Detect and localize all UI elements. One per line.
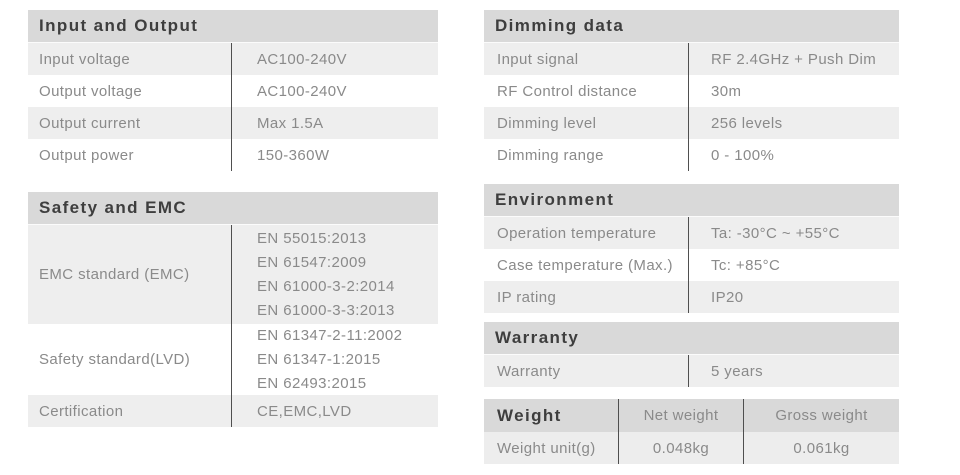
spec-label: Input signal xyxy=(497,50,579,68)
table-row: Input signal RF 2.4GHz + Push Dim xyxy=(484,43,899,75)
table-title: Weight xyxy=(497,405,562,425)
spec-value: RF 2.4GHz + Push Dim xyxy=(688,43,899,75)
spec-value-line: EN 61547:2009 xyxy=(257,253,367,271)
spec-value-line: EN 61000-3-3:2013 xyxy=(257,301,395,319)
spec-value-line: EN 55015:2013 xyxy=(257,229,367,247)
spec-label: IP rating xyxy=(497,288,557,306)
weight-header-row: Weight Net weight Gross weight xyxy=(484,399,899,432)
table-row: RF Control distance 30m xyxy=(484,75,899,107)
spec-label: EMC standard (EMC) xyxy=(39,266,190,283)
spec-value: Ta: -30°C ~ +55°C xyxy=(688,217,899,249)
right-column: Dimming data Input signal RF 2.4GHz + Pu… xyxy=(484,10,899,464)
table-row: Output voltage AC100-240V xyxy=(28,75,438,107)
spec-value: 256 levels xyxy=(688,107,899,139)
spec-value: 150-360W xyxy=(231,139,438,171)
spec-value: AC100-240V xyxy=(231,75,438,107)
spec-value: Tc: +85°C xyxy=(688,249,899,281)
spec-value: CE,EMC,LVD xyxy=(231,395,438,427)
table-row: Certification CE,EMC,LVD xyxy=(28,395,438,427)
spec-value: EN 55015:2013 EN 61547:2009 EN 61000-3-2… xyxy=(231,225,438,324)
table-row: Input voltage AC100-240V xyxy=(28,43,438,75)
table-row: Dimming level 256 levels xyxy=(484,107,899,139)
spec-label: Input voltage xyxy=(39,50,131,68)
table-row: Case temperature (Max.) Tc: +85°C xyxy=(484,249,899,281)
spec-table-dimming-data: Dimming data Input signal RF 2.4GHz + Pu… xyxy=(484,10,899,171)
spec-table-environment: Environment Operation temperature Ta: -3… xyxy=(484,184,899,313)
spec-label: Case temperature (Max.) xyxy=(497,256,673,274)
spec-value-line: EN 61347-1:2015 xyxy=(257,350,381,368)
spec-value: EN 61347-2-11:2002 EN 61347-1:2015 EN 62… xyxy=(231,324,438,395)
spec-label: Certification xyxy=(39,402,124,420)
table-row: Weight unit(g) 0.048kg 0.061kg xyxy=(484,432,899,464)
table-row: Operation temperature Ta: -30°C ~ +55°C xyxy=(484,217,899,249)
spec-label: Warranty xyxy=(497,362,561,380)
spec-value: IP20 xyxy=(688,281,899,313)
spec-label: Operation temperature xyxy=(497,224,657,242)
table-row: Output power 150-360W xyxy=(28,139,438,171)
spec-value-line: EN 61347-2-11:2002 xyxy=(257,326,403,344)
table-row: Output current Max 1.5A xyxy=(28,107,438,139)
spec-label: RF Control distance xyxy=(497,82,638,100)
table-row: EMC standard (EMC) EN 55015:2013 EN 6154… xyxy=(28,225,438,324)
table-title: Warranty xyxy=(484,322,899,355)
spec-label: Dimming level xyxy=(497,114,597,132)
spec-label: Output voltage xyxy=(39,82,143,100)
table-title: Environment xyxy=(484,184,899,217)
table-row: Warranty 5 years xyxy=(484,355,899,387)
table-row: IP rating IP20 xyxy=(484,281,899,313)
left-column: Input and Output Input voltage AC100-240… xyxy=(28,10,438,427)
spec-value-line: EN 61000-3-2:2014 xyxy=(257,277,395,295)
spec-value: 5 years xyxy=(688,355,899,387)
spec-value: Max 1.5A xyxy=(231,107,438,139)
spec-table-weight: Weight Net weight Gross weight Weight un… xyxy=(484,399,899,464)
spec-label: Weight unit(g) xyxy=(497,439,596,457)
column-header-net-weight: Net weight xyxy=(618,399,743,432)
spec-value: 30m xyxy=(688,75,899,107)
table-row: Dimming range 0 - 100% xyxy=(484,139,899,171)
table-title: Dimming data xyxy=(484,10,899,43)
spec-value: AC100-240V xyxy=(231,43,438,75)
net-weight-value: 0.048kg xyxy=(618,432,743,464)
spec-label: Safety standard(LVD) xyxy=(39,351,191,368)
spec-label: Output power xyxy=(39,146,134,164)
spec-label: Output current xyxy=(39,114,141,132)
table-title: Safety and EMC xyxy=(28,192,438,225)
spec-value: 0 - 100% xyxy=(688,139,899,171)
spec-table-safety-emc: Safety and EMC EMC standard (EMC) EN 550… xyxy=(28,192,438,427)
gross-weight-value: 0.061kg xyxy=(743,432,899,464)
spec-table-warranty: Warranty Warranty 5 years xyxy=(484,322,899,387)
column-header-gross-weight: Gross weight xyxy=(743,399,899,432)
table-title: Input and Output xyxy=(28,10,438,43)
spec-value-line: EN 62493:2015 xyxy=(257,374,367,392)
table-row: Safety standard(LVD) EN 61347-2-11:2002 … xyxy=(28,324,438,395)
spec-label: Dimming range xyxy=(497,146,604,164)
spec-table-input-output: Input and Output Input voltage AC100-240… xyxy=(28,10,438,171)
